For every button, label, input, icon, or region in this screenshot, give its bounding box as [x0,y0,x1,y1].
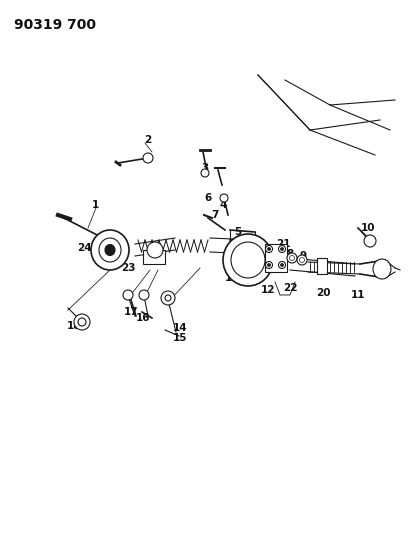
Text: 16: 16 [135,313,150,323]
Text: 23: 23 [121,263,135,273]
Circle shape [267,247,270,251]
Circle shape [123,290,133,300]
Text: 14: 14 [172,323,187,333]
Text: 5: 5 [234,227,241,237]
Text: 17: 17 [124,307,138,317]
Circle shape [74,314,90,330]
Ellipse shape [222,234,272,286]
Circle shape [78,318,86,326]
FancyBboxPatch shape [143,250,164,264]
Text: 24: 24 [76,243,91,253]
Text: 11: 11 [350,290,364,300]
Text: 13: 13 [224,273,239,283]
Circle shape [296,255,306,265]
Text: 12: 12 [260,285,274,295]
Text: 2: 2 [144,135,151,145]
Text: 8: 8 [285,249,293,259]
Text: 1: 1 [91,200,99,210]
Circle shape [265,246,272,253]
Ellipse shape [230,242,264,278]
Text: 7: 7 [211,210,218,220]
Circle shape [286,253,296,263]
Text: 20: 20 [315,288,329,298]
Ellipse shape [105,245,115,255]
Circle shape [143,153,153,163]
Circle shape [164,295,171,301]
Circle shape [139,290,148,300]
Circle shape [278,262,285,269]
Text: 15: 15 [172,333,187,343]
Text: 18: 18 [67,321,81,331]
Ellipse shape [99,238,121,262]
Text: 6: 6 [204,193,211,203]
Circle shape [280,247,283,251]
Circle shape [200,169,209,177]
Text: 4: 4 [219,200,226,210]
Circle shape [363,235,375,247]
Circle shape [265,262,272,269]
Text: 90319 700: 90319 700 [14,18,96,32]
Text: 10: 10 [360,223,374,233]
Circle shape [267,263,270,266]
Ellipse shape [372,259,390,279]
Circle shape [161,291,175,305]
Text: 22: 22 [282,283,297,293]
Circle shape [147,242,163,258]
Circle shape [280,263,283,266]
Text: 9: 9 [299,251,306,261]
Circle shape [299,257,304,262]
Text: 3: 3 [201,163,208,173]
FancyBboxPatch shape [264,244,286,272]
Ellipse shape [91,230,129,270]
Circle shape [220,194,227,202]
Text: 21: 21 [275,239,290,249]
Text: 19: 19 [110,255,125,265]
Circle shape [278,246,285,253]
Circle shape [289,255,294,261]
FancyBboxPatch shape [316,258,326,274]
